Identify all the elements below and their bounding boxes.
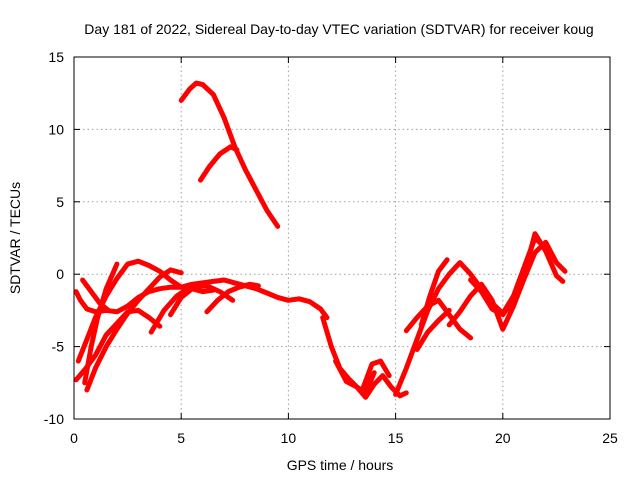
series-line-arc6	[80, 277, 111, 313]
data-series	[73, 80, 568, 400]
axis-ticks: 0 5 10 15 20 25 -10 -5 0 5 10 15	[44, 49, 618, 446]
y-tick-label: 10	[48, 121, 64, 137]
y-tick-label: -5	[52, 339, 65, 355]
series-line-arc19	[468, 231, 566, 318]
series-line-arc8	[168, 283, 236, 318]
x-tick-label: 20	[495, 430, 511, 446]
y-tick-label: 15	[48, 49, 64, 65]
y-tick-label: -10	[44, 411, 64, 427]
x-tick-label: 5	[177, 430, 185, 446]
series-line-arc5	[73, 307, 163, 383]
series-line-arc16	[403, 297, 474, 341]
series-line-arc14	[360, 358, 392, 390]
series-line-arc4	[84, 267, 184, 393]
series-line-arc17	[418, 257, 450, 328]
y-tick-label: 0	[56, 266, 64, 282]
x-axis-label: GPS time / hours	[287, 457, 394, 473]
series-line-arc3	[82, 261, 120, 386]
x-tick-label: 10	[281, 430, 297, 446]
chart-title: Day 181 of 2022, Sidereal Day-to-day VTE…	[84, 21, 593, 37]
x-tick-label: 15	[388, 430, 404, 446]
series-line-arc11	[198, 144, 240, 183]
series-line-arc18	[446, 239, 568, 332]
series-line-arc13	[333, 358, 377, 396]
y-axis-label: SDTVAR / TECUs	[7, 182, 23, 294]
series-line-arc20	[414, 307, 452, 352]
series-line-arc9	[204, 281, 261, 315]
series-line-arc10	[178, 80, 281, 229]
x-tick-label: 0	[70, 430, 78, 446]
x-tick-label: 25	[602, 430, 618, 446]
y-tick-label: 5	[56, 194, 64, 210]
plot-frame	[73, 56, 611, 420]
